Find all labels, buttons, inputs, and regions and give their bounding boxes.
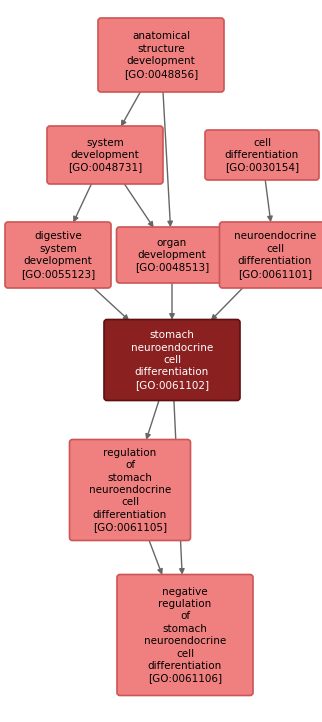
FancyBboxPatch shape [70,440,191,541]
FancyBboxPatch shape [47,126,163,184]
FancyBboxPatch shape [205,130,319,180]
Text: neuroendocrine
cell
differentiation
[GO:0061101]: neuroendocrine cell differentiation [GO:… [234,231,316,279]
Text: regulation
of
stomach
neuroendocrine
cell
differentiation
[GO:0061105]: regulation of stomach neuroendocrine cel… [89,448,171,532]
Text: stomach
neuroendocrine
cell
differentiation
[GO:0061102]: stomach neuroendocrine cell differentiat… [131,330,213,390]
FancyBboxPatch shape [117,575,253,695]
FancyBboxPatch shape [98,18,224,92]
FancyBboxPatch shape [5,222,111,288]
Text: organ
development
[GO:0048513]: organ development [GO:0048513] [135,238,209,272]
Text: negative
regulation
of
stomach
neuroendocrine
cell
differentiation
[GO:0061106]: negative regulation of stomach neuroendo… [144,586,226,684]
Text: anatomical
structure
development
[GO:0048856]: anatomical structure development [GO:004… [124,31,198,79]
Text: digestive
system
development
[GO:0055123]: digestive system development [GO:0055123… [21,231,95,279]
FancyBboxPatch shape [220,222,322,288]
Text: system
development
[GO:0048731]: system development [GO:0048731] [68,138,142,173]
FancyBboxPatch shape [117,227,228,283]
Text: cell
differentiation
[GO:0030154]: cell differentiation [GO:0030154] [225,138,299,173]
FancyBboxPatch shape [104,320,240,401]
